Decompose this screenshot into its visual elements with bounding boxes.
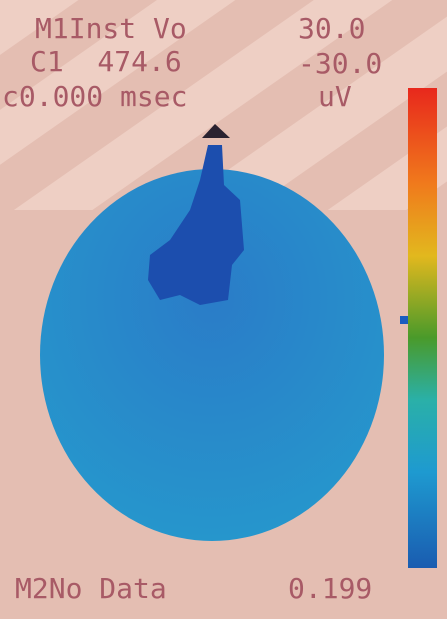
label: M1Inst Vo <box>35 12 187 45</box>
value: 0.199 <box>288 572 372 605</box>
unit: uV <box>318 80 352 113</box>
value: -30.0 <box>298 47 382 80</box>
color-bar-marker <box>400 316 408 324</box>
time: c0.000 msec <box>2 80 187 113</box>
label: C1 474.6 <box>30 45 182 78</box>
label: M2No Data <box>15 572 167 605</box>
screen: M1Inst Vo 30.0 C1 474.6 -30.0 c0.000 mse… <box>0 0 447 619</box>
value: 30.0 <box>298 12 365 45</box>
color-bar <box>408 88 437 568</box>
page: {"screen": { "top_left_1": "M1Inst Vo", … <box>0 0 447 619</box>
